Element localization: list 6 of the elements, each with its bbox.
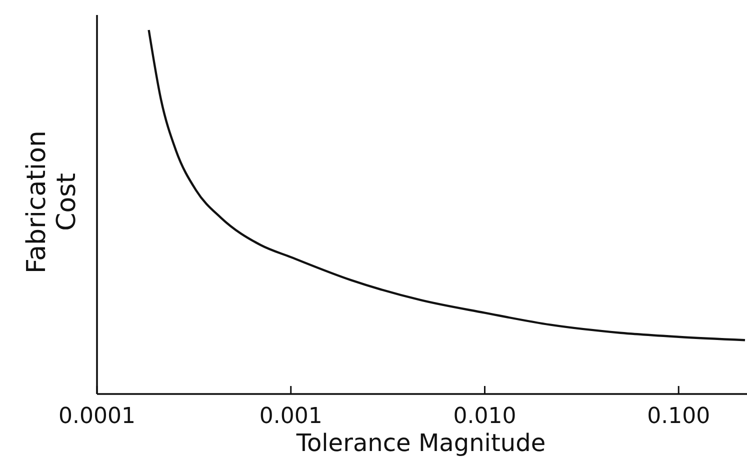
x-tick-label: 0.100 (647, 404, 710, 429)
y-axis-title: Fabrication Cost (22, 130, 82, 274)
x-tick-label: 0.0001 (58, 404, 136, 429)
x-tick-label: 0.010 (453, 404, 516, 429)
x-axis-title: Tolerance Magnitude (295, 429, 546, 457)
x-tick-label: 0.001 (259, 404, 322, 429)
